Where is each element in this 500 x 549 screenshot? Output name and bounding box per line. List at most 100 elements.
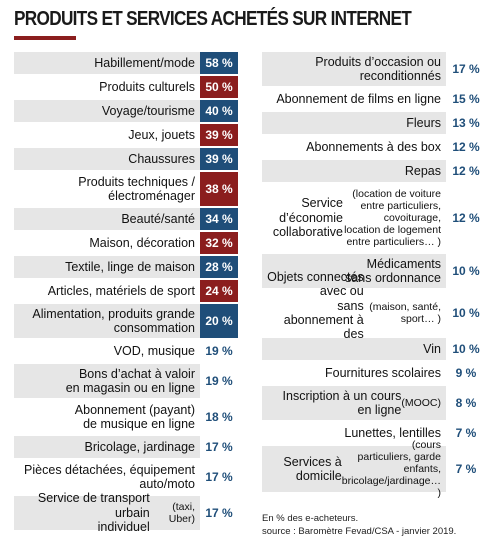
row-label-note: (taxi, Uber) — [168, 500, 195, 525]
row-label-text: Produits culturels — [99, 79, 195, 94]
row-label-text: Service d’économie collaborative — [272, 196, 343, 240]
row-label-text: Abonnement de films en ligne — [276, 91, 441, 106]
row-label: Lunettes, lentilles — [262, 422, 446, 444]
row-value: 34 % — [200, 208, 238, 230]
row-label-text: Repas — [404, 163, 441, 178]
row-value: 10 % — [452, 264, 480, 278]
right-row: Inscription à un cours en ligne (MOOC) 8 … — [262, 386, 486, 420]
right-row: Fournitures scolaires 9 % — [262, 362, 486, 384]
row-value: 12 % — [452, 164, 480, 178]
row-value: 39 % — [200, 148, 238, 170]
row-value: 17 % — [205, 440, 233, 454]
row-label-text: Habillement/mode — [94, 55, 195, 70]
left-row: Bricolage, jardinage 17 % — [14, 436, 238, 458]
left-row: Alimentation, produits grande consommati… — [14, 304, 238, 338]
row-label-note: (MOOC) — [401, 396, 441, 409]
row-value: 12 % — [452, 211, 480, 225]
row-value: 7 % — [455, 426, 477, 440]
left-row: VOD, musique 19 % — [14, 340, 238, 362]
row-value: 7 % — [455, 462, 477, 476]
row-label-note: (location de voiture entre particuliers,… — [344, 187, 441, 249]
row-label-text: Jeux, jouets — [128, 127, 195, 142]
source-note: En % des e-acheteurs. source : Baromètre… — [262, 512, 492, 538]
row-value: 58 % — [200, 52, 238, 74]
row-label: Service d’économie collaborative (locati… — [262, 184, 446, 252]
row-value: 10 % — [452, 306, 480, 320]
row-label-text: Abonnements à des box — [306, 139, 441, 154]
row-value: 32 % — [200, 232, 238, 254]
right-row: Lunettes, lentilles 7 % — [262, 422, 486, 444]
left-row: Abonnement (payant) de musique en ligne 1… — [14, 400, 238, 434]
row-label-text: Bricolage, jardinage — [84, 439, 196, 454]
row-label: Abonnements à des box — [262, 136, 446, 158]
row-label: Beauté/santé — [14, 208, 200, 230]
row-label: Services à domicile (cours particuliers,… — [262, 439, 446, 499]
right-row: Objets connectés avec ou sans abonnement… — [262, 270, 486, 356]
row-label: Articles, matériels de sport — [14, 280, 200, 302]
left-row: Articles, matériels de sport 24 % — [14, 280, 238, 302]
row-label: Pièces détachées, équipement auto/moto — [14, 460, 200, 494]
row-value: 8 % — [455, 396, 477, 410]
row-value: 19 % — [205, 344, 233, 358]
row-label: Bricolage, jardinage — [14, 436, 200, 458]
row-value: 28 % — [200, 256, 238, 278]
row-label-text: Abonnement (payant) de musique en ligne — [74, 402, 195, 431]
row-label-text: Beauté/santé — [121, 211, 195, 226]
row-value: 20 % — [200, 304, 238, 338]
row-label: Produits d’occasion ou reconditionnés — [262, 52, 446, 86]
source-text: source : Baromètre Fevad/CSA - janvier 2… — [262, 526, 457, 537]
row-label: Repas — [262, 160, 446, 182]
row-label-text: Lunettes, lentilles — [344, 425, 441, 440]
row-label-text: Chaussures — [128, 151, 195, 166]
left-column: Habillement/mode 58 % Produits culturels 50… — [14, 52, 238, 534]
row-value: 17 % — [205, 506, 233, 520]
left-row: Bons d’achat à valoir en magasin ou en l… — [14, 364, 238, 398]
right-row: Médicaments sans ordonnance 10 % — [262, 254, 486, 288]
row-label: Vin — [262, 338, 446, 360]
row-label: Produits techniques / électroménager — [14, 172, 200, 206]
right-column: Produits d’occasion ou reconditionnés 17 … — [262, 52, 486, 499]
row-label: Service de transport urbain individuel (… — [14, 491, 200, 534]
row-label: Fournitures scolaires — [262, 362, 446, 384]
row-label: Jeux, jouets — [14, 124, 200, 146]
row-label-text: Produits techniques / électroménager — [78, 174, 195, 203]
row-value: 18 % — [205, 410, 233, 424]
row-label: Voyage/tourisme — [14, 100, 200, 122]
row-label-text: Vin — [423, 341, 441, 356]
row-label: Chaussures — [14, 148, 200, 170]
left-row: Produits culturels 50 % — [14, 76, 238, 98]
row-value: 24 % — [200, 280, 238, 302]
row-label-text: Articles, matériels de sport — [47, 283, 195, 298]
row-label-text: Inscription à un cours en ligne — [282, 388, 402, 417]
row-label-text: Textile, linge de maison — [65, 259, 195, 274]
row-label: Objets connectés avec ou sans abonnement… — [262, 270, 446, 356]
left-row: Textile, linge de maison 28 % — [14, 256, 238, 278]
row-label: VOD, musique — [14, 340, 200, 362]
row-label: Bons d’achat à valoir en magasin ou en l… — [14, 364, 200, 398]
row-value: 40 % — [200, 100, 238, 122]
left-row: Beauté/santé 34 % — [14, 208, 238, 230]
row-label-text: Pièces détachées, équipement auto/moto — [24, 462, 195, 491]
row-label: Textile, linge de maison — [14, 256, 200, 278]
right-row: Vin 10 % — [262, 338, 486, 360]
row-label: Médicaments sans ordonnance — [262, 254, 446, 288]
row-label: Abonnement de films en ligne — [262, 88, 446, 110]
row-label: Fleurs — [262, 112, 446, 134]
row-label-text: Fleurs — [406, 115, 441, 130]
row-label-text: Maison, décoration — [89, 235, 195, 250]
title-accent-rule — [14, 36, 76, 40]
row-label: Inscription à un cours en ligne (MOOC) — [262, 386, 446, 420]
right-row: Abonnements à des box 12 % — [262, 136, 486, 158]
row-label-note: (maison, santé, sport… ) — [369, 300, 441, 325]
row-label: Maison, décoration — [14, 232, 200, 254]
row-value: 39 % — [200, 124, 238, 146]
row-label: Alimentation, produits grande consommati… — [14, 304, 200, 338]
right-row: Abonnement de films en ligne 15 % — [262, 88, 486, 110]
row-value: 17 % — [452, 62, 480, 76]
row-value: 15 % — [452, 92, 480, 106]
row-label-text: VOD, musique — [113, 343, 195, 358]
row-value: 9 % — [455, 366, 477, 380]
row-label-text: Alimentation, produits grande consommati… — [32, 306, 195, 335]
row-value: 13 % — [452, 116, 480, 130]
right-row: Services à domicile (cours particuliers,… — [262, 439, 486, 499]
